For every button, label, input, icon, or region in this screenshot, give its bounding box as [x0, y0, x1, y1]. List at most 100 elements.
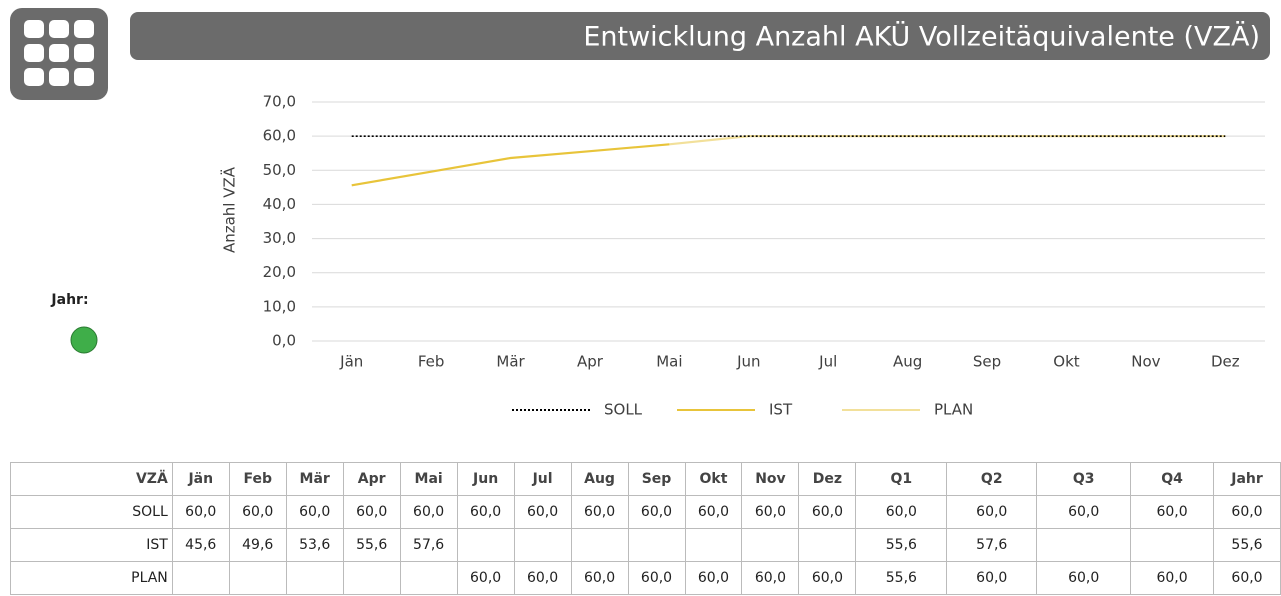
table-cell: 60,0	[798, 495, 857, 529]
series-line	[351, 143, 670, 187]
menu-icon-grid	[24, 20, 94, 86]
table-cell: Jul	[513, 462, 572, 496]
table-cell: 60,0	[741, 561, 800, 595]
table-row: VZÄ Jän Feb Mär Apr Mai Jun Jul Aug Sep Okt Nov Dez Q…	[10, 462, 1281, 496]
table-cell	[798, 528, 857, 562]
legend-label: PLAN	[934, 401, 973, 419]
table-cell: 60,0	[285, 495, 344, 529]
table-cell: 55,6	[1213, 528, 1281, 562]
y-axis-label: Anzahl VZÄ	[220, 166, 239, 253]
table-row: IST 45,6 49,6 53,6 55,6 57,6 55,6 57,6 55,6	[10, 528, 1281, 562]
table-cell: 60,0	[684, 495, 743, 529]
table-cell	[456, 528, 515, 562]
table-cell: 60,0	[342, 495, 401, 529]
table-cell: 53,6	[285, 528, 344, 562]
y-tick-label: 50,0	[263, 161, 296, 179]
table-cell: VZÄ	[10, 462, 173, 496]
table-cell: Aug	[570, 462, 629, 496]
table-cell: Dez	[798, 462, 857, 496]
table-cell: 60,0	[171, 495, 230, 529]
table-cell: 60,0	[946, 561, 1038, 595]
y-tick-label: 40,0	[263, 195, 296, 213]
table-cell: 60,0	[627, 495, 686, 529]
table-cell: 57,6	[946, 528, 1038, 562]
table-cell: 60,0	[1036, 495, 1132, 529]
y-tick-label: 0,0	[272, 332, 296, 350]
table-cell: Jahr	[1213, 462, 1281, 496]
x-tick-label: Jän	[339, 353, 363, 371]
table-cell: 60,0	[513, 495, 572, 529]
table-row: PLAN 60,0 60,0 60,0 60,0 60,0 60,0 60,0 55,6 60,0…	[10, 561, 1281, 595]
dashboard: Entwicklung Anzahl AKÜ Vollzeitäquivalen…	[10, 8, 1270, 419]
table-cell: 60,0	[456, 495, 515, 529]
table-cell: Feb	[228, 462, 287, 496]
table-cell: 55,6	[855, 561, 948, 595]
table-cell	[513, 528, 572, 562]
table-cell: 60,0	[456, 561, 515, 595]
y-tick-label: 60,0	[263, 127, 296, 145]
x-tick-label: Mai	[656, 353, 682, 371]
x-tick-label: Feb	[418, 353, 445, 371]
x-tick-label: Jul	[818, 353, 837, 371]
table-cell: Nov	[741, 462, 800, 496]
table-cell: Q3	[1036, 462, 1132, 496]
table-cell: 60,0	[1213, 495, 1281, 529]
table-cell	[171, 561, 230, 595]
table-cell: 60,0	[1036, 561, 1132, 595]
x-tick-label: Sep	[973, 353, 1001, 371]
table-cell: SOLL	[10, 495, 173, 529]
table-cell: 45,6	[171, 528, 230, 562]
table-cell: 49,6	[228, 528, 287, 562]
table-cell: 57,6	[399, 528, 458, 562]
table-cell	[1130, 528, 1214, 562]
table-cell: 60,0	[399, 495, 458, 529]
table-cell: 60,0	[1213, 561, 1281, 595]
table-cell: 60,0	[228, 495, 287, 529]
y-tick-label: 70,0	[263, 93, 296, 111]
table-cell: Sep	[627, 462, 686, 496]
table-cell: Jun	[456, 462, 515, 496]
legend-label: SOLL	[604, 401, 643, 419]
table-cell	[342, 561, 401, 595]
table-cell: PLAN	[10, 561, 173, 595]
x-tick-label: Mär	[496, 353, 525, 371]
table-row: SOLL 60,0 60,0 60,0 60,0 60,0 60,0 60,0 60,0 60,0…	[10, 495, 1281, 529]
status-label: Jahr:	[50, 292, 88, 308]
x-tick-label: Dez	[1211, 353, 1240, 371]
x-tick-label: Aug	[893, 353, 922, 371]
table-cell: Q2	[946, 462, 1038, 496]
table-cell: 60,0	[798, 561, 857, 595]
table-cell: 55,6	[855, 528, 948, 562]
y-tick-label: 30,0	[263, 229, 296, 247]
table-cell: Q1	[855, 462, 948, 496]
x-tick-label: Apr	[577, 353, 604, 371]
table-cell	[399, 561, 458, 595]
table-cell	[627, 528, 686, 562]
data-table: VZÄ Jän Feb Mär Apr Mai Jun Jul Aug Sep Okt Nov Dez Q…	[10, 462, 1281, 595]
table-cell: Jän	[171, 462, 230, 496]
table-cell	[741, 528, 800, 562]
table-cell: 55,6	[342, 528, 401, 562]
table-cell	[228, 561, 287, 595]
table-cell	[684, 528, 743, 562]
table-cell: 60,0	[855, 495, 948, 529]
table-cell: 60,0	[1130, 561, 1214, 595]
table-cell	[570, 528, 629, 562]
table-cell: IST	[10, 528, 173, 562]
table-cell: 60,0	[627, 561, 686, 595]
x-tick-label: Okt	[1053, 353, 1079, 371]
table-cell: 60,0	[946, 495, 1038, 529]
header-bar	[130, 12, 1270, 60]
table-cell: Apr	[342, 462, 401, 496]
table-cell: 60,0	[570, 561, 629, 595]
table-cell	[285, 561, 344, 595]
table-cell: Okt	[684, 462, 743, 496]
table-cell: Mär	[285, 462, 344, 496]
table-cell: 60,0	[570, 495, 629, 529]
x-tick-label: Jun	[736, 353, 760, 371]
table-cell: 60,0	[513, 561, 572, 595]
table-cell	[1036, 528, 1132, 562]
x-tick-label: Nov	[1131, 353, 1160, 371]
table-cell: Mai	[399, 462, 458, 496]
